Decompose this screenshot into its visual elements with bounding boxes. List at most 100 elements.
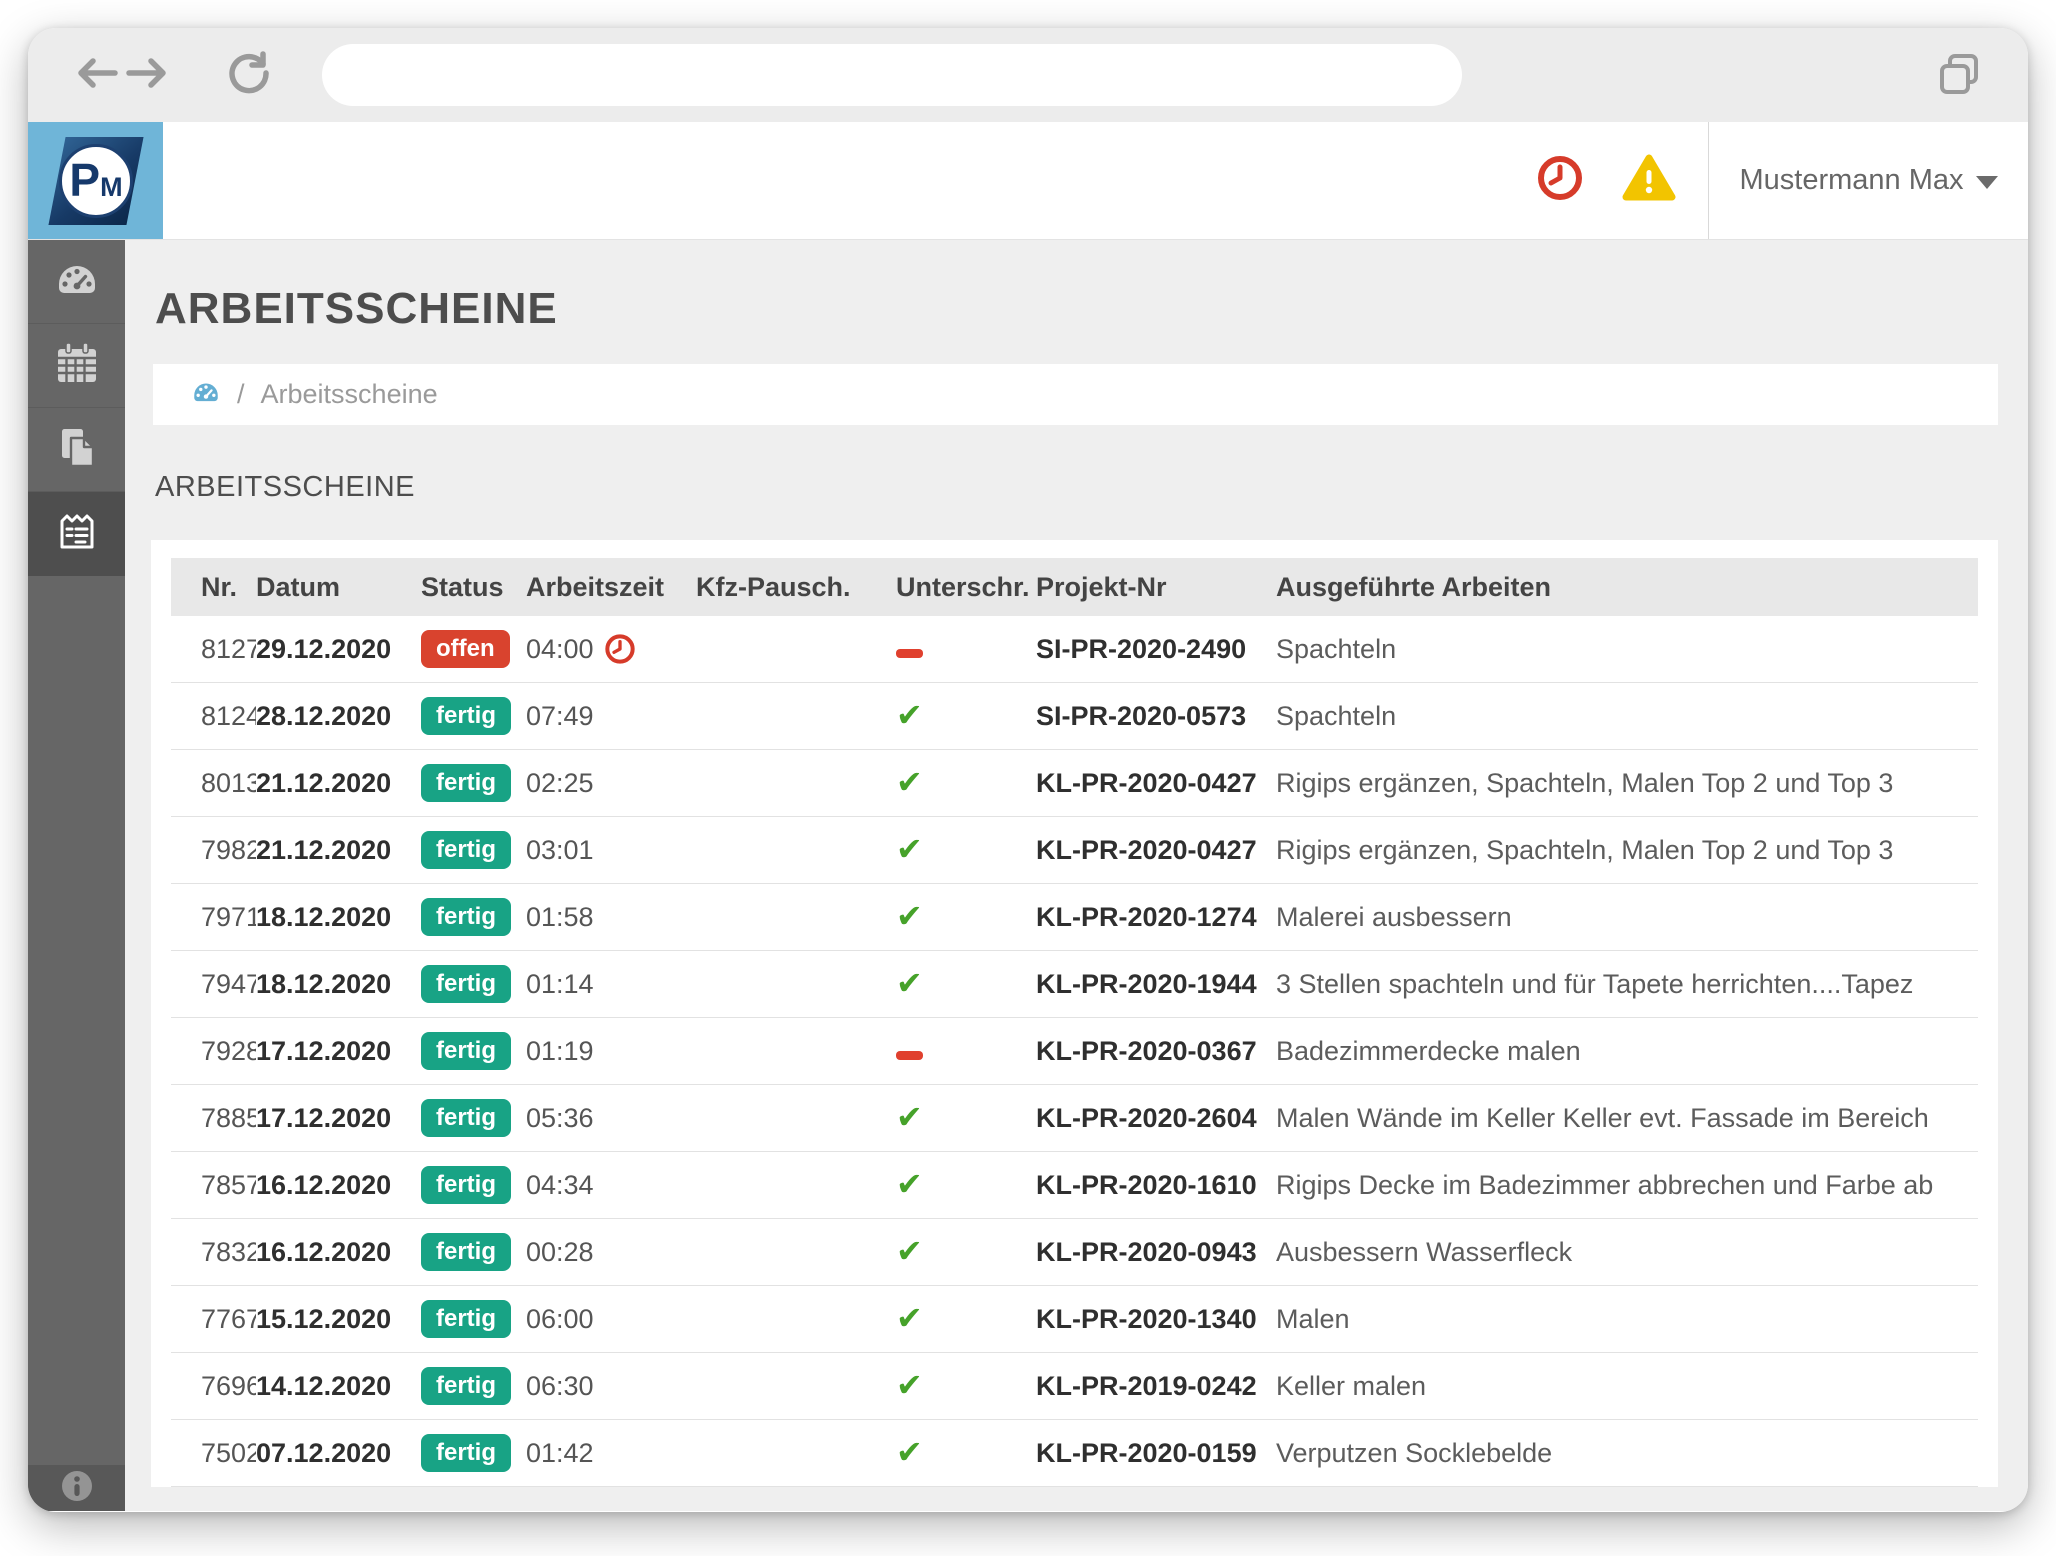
table-row[interactable]: 7832 16.12.2020 fertig 00:28 ✔ KL-PR-202… — [171, 1219, 1978, 1286]
cell-datum: 16.12.2020 — [256, 1236, 392, 1267]
cell-nr: 8124 — [201, 700, 256, 731]
cell-unterschrift: ✔ — [871, 1436, 1036, 1470]
cell-arbeitszeit: 06:30 — [526, 1371, 696, 1402]
cell-arbeiten: Malerei ausbessern — [1276, 901, 1512, 932]
cell-unterschrift: ✔ — [871, 766, 1036, 800]
table-row[interactable]: 7857 16.12.2020 fertig 04:34 ✔ KL-PR-202… — [171, 1152, 1978, 1219]
back-icon — [75, 56, 119, 95]
sidebar-item-worksheets[interactable] — [28, 492, 125, 576]
status-badge: fertig — [421, 1434, 511, 1472]
tabs-button[interactable] — [1934, 50, 1984, 105]
table-row[interactable]: 7885 17.12.2020 fertig 05:36 ✔ KL-PR-202… — [171, 1085, 1978, 1152]
cell-nr: 7885 — [201, 1102, 256, 1133]
cell-status: fertig — [421, 764, 526, 802]
cell-unterschrift: ✔ — [871, 1369, 1036, 1403]
sidebar-item-dashboard[interactable] — [28, 240, 125, 324]
cell-arbeiten: 3 Stellen spachteln und für Tapete herri… — [1276, 968, 1914, 999]
table-row[interactable]: 7767 15.12.2020 fertig 06:00 ✔ KL-PR-202… — [171, 1286, 1978, 1353]
col-header-kfz[interactable]: Kfz-Pausch. — [696, 571, 851, 602]
cell-arbeiten: Badezimmerdecke malen — [1276, 1035, 1581, 1066]
cell-datum: 28.12.2020 — [256, 700, 392, 731]
cell-arbeiten: Spachteln — [1276, 700, 1397, 731]
col-header-projekt[interactable]: Projekt-Nr — [1036, 571, 1167, 602]
header-spacer — [163, 122, 1536, 239]
table-row[interactable]: 7502 07.12.2020 fertig 01:42 ✔ KL-PR-202… — [171, 1420, 1978, 1487]
status-badge: fertig — [421, 1099, 511, 1137]
clock-alert-icon[interactable] — [1536, 154, 1584, 207]
forward-icon — [125, 56, 169, 95]
col-header-arbeitszeit[interactable]: Arbeitszeit — [526, 571, 665, 602]
cell-projekt: KL-PR-2020-1274 — [1036, 901, 1257, 932]
cell-datum: 15.12.2020 — [256, 1303, 392, 1334]
col-header-arbeiten[interactable]: Ausgeführte Arbeiten — [1276, 571, 1552, 602]
sidebar-item-calendar[interactable] — [28, 324, 125, 408]
cell-nr: 8013 — [201, 767, 256, 798]
cell-status: fertig — [421, 965, 526, 1003]
cell-status: fertig — [421, 1434, 526, 1472]
sidebar-info-button[interactable] — [28, 1465, 125, 1511]
col-header-unterschr[interactable]: Unterschr. — [896, 571, 1030, 602]
cell-nr: 7971 — [201, 901, 256, 932]
table-row[interactable]: 7928 17.12.2020 fertig 01:19 KL-PR-2020-… — [171, 1018, 1978, 1085]
user-menu[interactable]: Mustermann Max — [1708, 122, 2028, 239]
minus-icon — [896, 1050, 923, 1060]
table-row[interactable]: 7947 18.12.2020 fertig 01:14 ✔ KL-PR-202… — [171, 951, 1978, 1018]
arbeitszeit-value: 01:14 — [526, 968, 594, 999]
table-header-row: Nr. Datum Status Arbeitszeit Kfz-Pausch.… — [171, 558, 1978, 616]
col-header-status[interactable]: Status — [421, 571, 504, 602]
forward-button[interactable] — [124, 52, 170, 98]
table-row[interactable]: 8013 21.12.2020 fertig 02:25 ✔ KL-PR-202… — [171, 750, 1978, 817]
table-row[interactable]: 7971 18.12.2020 fertig 01:58 ✔ KL-PR-202… — [171, 884, 1978, 951]
table-row[interactable]: 7696 14.12.2020 fertig 06:30 ✔ KL-PR-201… — [171, 1353, 1978, 1420]
cell-arbeitszeit: 04:34 — [526, 1170, 696, 1201]
cell-status: fertig — [421, 1032, 526, 1070]
cell-projekt: KL-PR-2020-0159 — [1036, 1437, 1257, 1468]
cell-arbeitszeit: 07:49 — [526, 701, 696, 732]
cell-status: fertig — [421, 1233, 526, 1271]
sidebar-item-documents[interactable] — [28, 408, 125, 492]
table-row[interactable]: 8124 28.12.2020 fertig 07:49 ✔ SI-PR-202… — [171, 683, 1978, 750]
warning-triangle-icon[interactable] — [1622, 154, 1676, 207]
cell-projekt: KL-PR-2020-0427 — [1036, 834, 1257, 865]
cell-unterschrift: ✔ — [871, 1235, 1036, 1269]
status-badge: fertig — [421, 1300, 511, 1338]
table-row[interactable]: 7982 21.12.2020 fertig 03:01 ✔ KL-PR-202… — [171, 817, 1978, 884]
body-row: ARBEITSSCHEINE / Arbeitsscheine ARBEITSS… — [28, 240, 2028, 1511]
status-badge: fertig — [421, 1032, 511, 1070]
reload-icon — [226, 50, 272, 101]
cell-nr: 8127 — [201, 633, 256, 664]
cell-status: fertig — [421, 898, 526, 936]
cell-arbeiten: Rigips ergänzen, Spachteln, Malen Top 2 … — [1276, 767, 1894, 798]
cell-unterschrift: ✔ — [871, 1101, 1036, 1135]
cell-datum: 18.12.2020 — [256, 968, 392, 999]
cell-unterschrift: ✔ — [871, 900, 1036, 934]
info-icon — [60, 1469, 94, 1508]
col-header-datum[interactable]: Datum — [256, 571, 341, 602]
cell-nr: 7982 — [201, 834, 256, 865]
check-icon: ✔ — [896, 1369, 923, 1403]
cell-datum: 07.12.2020 — [256, 1437, 392, 1468]
cell-projekt: KL-PR-2020-2604 — [1036, 1102, 1257, 1133]
status-badge: fertig — [421, 1367, 511, 1405]
cell-arbeitszeit: 01:19 — [526, 1036, 696, 1067]
col-header-nr[interactable]: Nr. — [201, 571, 238, 602]
section-title: ARBEITSSCHEINE — [155, 471, 415, 503]
breadcrumb-home-icon[interactable] — [191, 378, 221, 411]
check-icon: ✔ — [896, 833, 923, 867]
reload-button[interactable] — [226, 50, 272, 101]
cell-arbeiten: Verputzen Socklebelde — [1276, 1437, 1553, 1468]
status-badge: fertig — [421, 1166, 511, 1204]
url-input[interactable] — [322, 44, 1462, 106]
table-row[interactable]: 8127 29.12.2020 offen 04:00 SI-PR-2020-2… — [171, 616, 1978, 683]
cell-nr: 7928 — [201, 1035, 256, 1066]
main-content: ARBEITSSCHEINE / Arbeitsscheine ARBEITSS… — [125, 240, 2028, 1511]
cell-status: fertig — [421, 1300, 526, 1338]
user-name: Mustermann Max — [1739, 164, 1964, 196]
breadcrumb-current[interactable]: Arbeitsscheine — [260, 379, 438, 409]
back-button[interactable] — [74, 52, 120, 98]
cell-datum: 17.12.2020 — [256, 1035, 392, 1066]
